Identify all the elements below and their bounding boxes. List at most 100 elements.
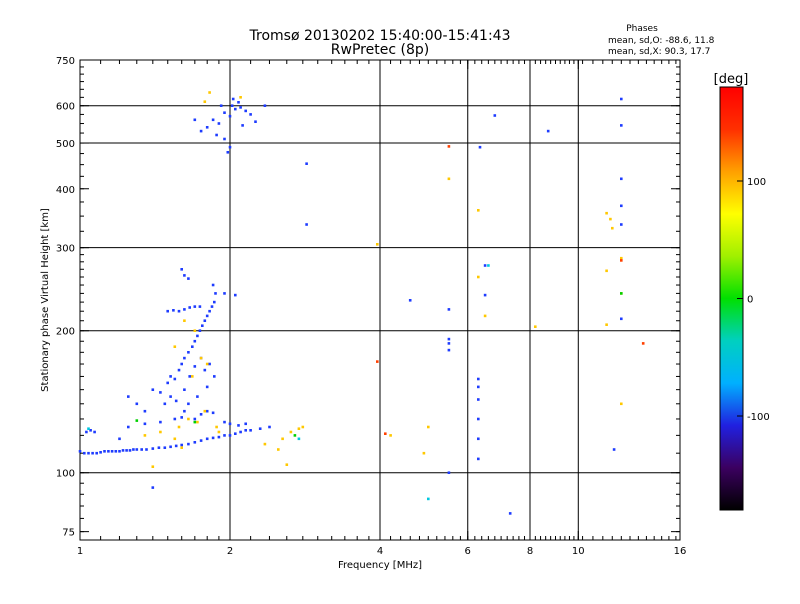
data-point-o (85, 430, 88, 434)
y-tick-label: 100 (56, 469, 75, 480)
y-tick-label: 750 (56, 56, 75, 67)
data-point-o (187, 351, 190, 354)
y-tick-label: 300 (56, 244, 75, 255)
data-point-o (213, 375, 216, 378)
data-point-o (151, 486, 155, 489)
data-point-o (159, 420, 162, 424)
data-point-o (226, 151, 230, 154)
data-point-o (223, 111, 226, 114)
data-point-x (605, 269, 608, 273)
data-point-o (234, 432, 237, 435)
data-point-x (605, 211, 608, 215)
data-point-o (244, 422, 247, 426)
data-point-o (87, 451, 90, 455)
data-point-o (199, 413, 203, 416)
data-point-o (163, 402, 167, 406)
data-point-o (199, 129, 203, 133)
data-point-o (447, 471, 451, 474)
phase-stats-o: mean, sd,O: -88.6, 11.8 (608, 36, 715, 46)
data-point-o (174, 399, 178, 403)
data-point-x (215, 425, 218, 429)
data-point-o (620, 223, 623, 226)
data-point-x (143, 434, 147, 437)
data-point-o (223, 137, 226, 141)
data-point-o (118, 450, 121, 453)
data-point-o (234, 107, 237, 111)
data-point-o (132, 448, 135, 451)
data-point-x (208, 91, 211, 94)
data-point-o (620, 177, 623, 181)
data-point-o (205, 409, 209, 413)
data-point-cyan (297, 437, 301, 441)
data-point-o (447, 348, 451, 352)
data-point-o (174, 444, 178, 448)
data-point-o (201, 324, 204, 327)
data-point-o (91, 451, 94, 455)
data-point-o (173, 417, 177, 421)
x-axis-label: Frequency [MHz] (338, 560, 422, 571)
phase-colorbar: [deg] 100 0 -100 (714, 72, 770, 511)
x-tick-label: 1 (77, 546, 83, 557)
data-point-o (193, 305, 197, 308)
data-point-o (177, 368, 181, 372)
data-point-x (534, 325, 537, 328)
data-point-o (230, 104, 234, 107)
data-point-o (188, 375, 191, 378)
data-point-x (196, 420, 199, 424)
data-point-cyan (87, 427, 90, 430)
data-point-other (135, 419, 139, 422)
data-point-x (620, 402, 623, 406)
data-point-cyan (427, 497, 430, 501)
data-point-o (228, 422, 232, 426)
data-point-o (203, 319, 207, 322)
data-point-o (241, 124, 244, 127)
data-point-o (193, 365, 197, 368)
data-point-o (447, 308, 451, 311)
data-point-o (196, 334, 199, 338)
data-point-other (620, 292, 623, 295)
data-point-o (217, 435, 221, 439)
data-point-o (198, 329, 202, 332)
data-point-o (244, 109, 247, 113)
data-point-x (177, 425, 181, 429)
data-point-o (193, 339, 197, 343)
data-point-o (172, 309, 175, 312)
data-point-o (128, 449, 132, 452)
data-point-o (239, 106, 242, 109)
data-point-x (199, 356, 203, 360)
data-point-o (193, 417, 197, 421)
data-point-x (203, 100, 207, 103)
data-point-o (173, 377, 177, 381)
data-point-o (166, 309, 169, 313)
x-tick-label: 4 (377, 546, 383, 557)
data-point-o (127, 425, 130, 429)
data-point-x (611, 226, 614, 230)
data-point-x (193, 329, 197, 332)
data-point-o (183, 308, 186, 311)
data-point-x (605, 323, 608, 326)
data-point-o (183, 274, 186, 277)
data-point-o (187, 402, 190, 406)
data-point-o (118, 437, 121, 441)
data-point-o (183, 356, 186, 360)
data-point-o (477, 398, 480, 401)
data-point-o (219, 104, 223, 107)
data-point-o (239, 430, 242, 434)
data-point-x (151, 465, 155, 468)
data-point-o (143, 409, 147, 413)
data-point-o (254, 120, 257, 123)
data-point-o (183, 388, 186, 391)
data-point-o (620, 204, 623, 208)
data-point-o (620, 124, 623, 127)
data-point-o (143, 422, 147, 426)
data-point-o (263, 104, 267, 107)
data-point-x (187, 417, 190, 421)
x-tick-label: 2 (227, 546, 233, 557)
data-point-x (277, 448, 280, 451)
data-point-o (89, 429, 92, 432)
data-point-o (198, 305, 202, 308)
data-point-x (609, 217, 612, 221)
colorbar-tick-label: -100 (747, 412, 770, 423)
